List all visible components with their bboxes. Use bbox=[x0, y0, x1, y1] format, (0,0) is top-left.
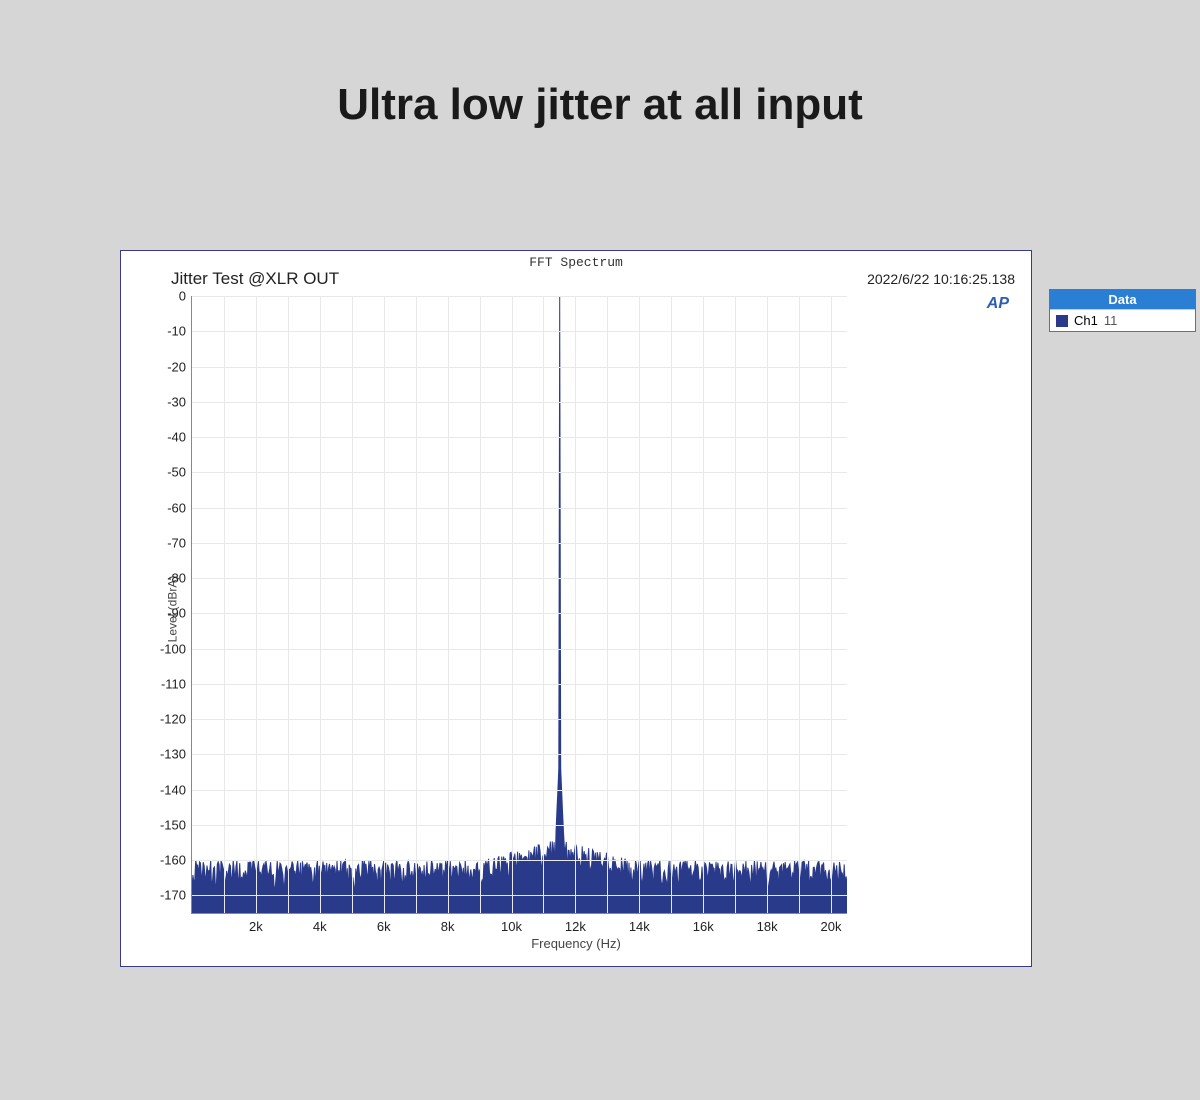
ytick-label: -40 bbox=[167, 430, 186, 445]
ytick-label: -100 bbox=[160, 641, 186, 656]
plot-area: 0-10-20-30-40-50-60-70-80-90-100-110-120… bbox=[191, 296, 847, 914]
xtick-label: 10k bbox=[501, 919, 522, 934]
chart-timestamp: 2022/6/22 10:16:25.138 bbox=[867, 271, 1015, 287]
chart-panel: FFT Spectrum Jitter Test @XLR OUT 2022/6… bbox=[120, 250, 1032, 967]
legend-value: 11 bbox=[1104, 313, 1118, 328]
ytick-label: -110 bbox=[161, 676, 186, 691]
ap-logo: AP bbox=[987, 295, 1009, 313]
ytick-label: -170 bbox=[160, 888, 186, 903]
legend-swatch-icon bbox=[1056, 315, 1068, 327]
xtick-label: 12k bbox=[565, 919, 586, 934]
ytick-label: -160 bbox=[160, 853, 186, 868]
chart-fft-title: FFT Spectrum bbox=[121, 255, 1031, 270]
ytick-label: -80 bbox=[167, 571, 186, 586]
ytick-label: -30 bbox=[167, 394, 186, 409]
xtick-label: 8k bbox=[441, 919, 455, 934]
ytick-label: -140 bbox=[160, 782, 186, 797]
xtick-label: 18k bbox=[757, 919, 778, 934]
ytick-label: -10 bbox=[167, 324, 186, 339]
ytick-label: -120 bbox=[160, 712, 186, 727]
legend-label: Ch1 bbox=[1074, 313, 1098, 328]
page-headline: Ultra low jitter at all input bbox=[0, 0, 1200, 130]
xtick-label: 20k bbox=[821, 919, 842, 934]
ytick-label: -50 bbox=[167, 465, 186, 480]
chart-xlabel: Frequency (Hz) bbox=[121, 936, 1031, 951]
trace-svg bbox=[192, 296, 847, 913]
ytick-label: -90 bbox=[167, 606, 186, 621]
ytick-label: -60 bbox=[167, 500, 186, 515]
chart-test-title: Jitter Test @XLR OUT bbox=[171, 269, 339, 289]
ytick-label: -70 bbox=[167, 535, 186, 550]
xtick-label: 4k bbox=[313, 919, 327, 934]
ytick-label: -150 bbox=[160, 817, 186, 832]
legend-row: Ch1 11 bbox=[1050, 309, 1195, 331]
legend-header: Data bbox=[1050, 290, 1195, 309]
ytick-label: -130 bbox=[160, 747, 186, 762]
xtick-label: 2k bbox=[249, 919, 263, 934]
xtick-label: 6k bbox=[377, 919, 391, 934]
xtick-label: 16k bbox=[693, 919, 714, 934]
legend-box: Data Ch1 11 bbox=[1049, 289, 1196, 332]
ytick-label: 0 bbox=[179, 289, 186, 304]
page-root: Ultra low jitter at all input FFT Spectr… bbox=[0, 0, 1200, 1100]
ytick-label: -20 bbox=[167, 359, 186, 374]
xtick-label: 14k bbox=[629, 919, 650, 934]
